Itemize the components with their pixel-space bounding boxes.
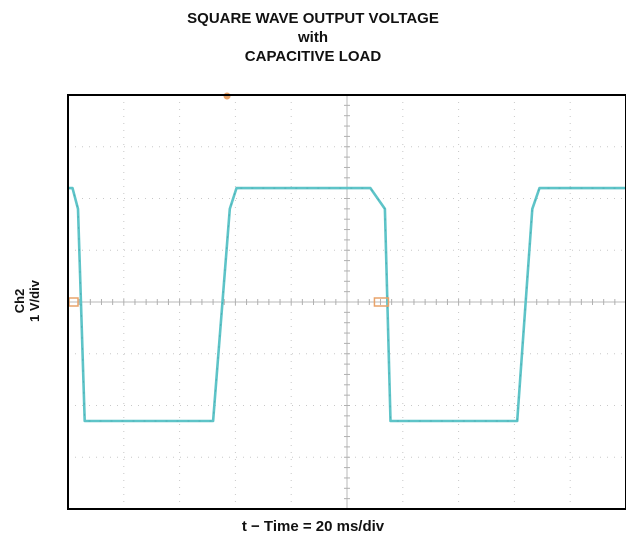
chart-title-line-2: with <box>298 29 328 46</box>
plot-frame <box>67 94 626 510</box>
x-axis-label: t − Time = 20 ms/div <box>241 518 385 535</box>
chart-title-line-1: SQUARE WAVE OUTPUT VOLTAGE <box>187 10 439 27</box>
signal-trace-noise <box>68 187 626 422</box>
ground-marker-center <box>373 297 390 307</box>
chart-title-line-3: CAPACITIVE LOAD <box>244 48 382 65</box>
